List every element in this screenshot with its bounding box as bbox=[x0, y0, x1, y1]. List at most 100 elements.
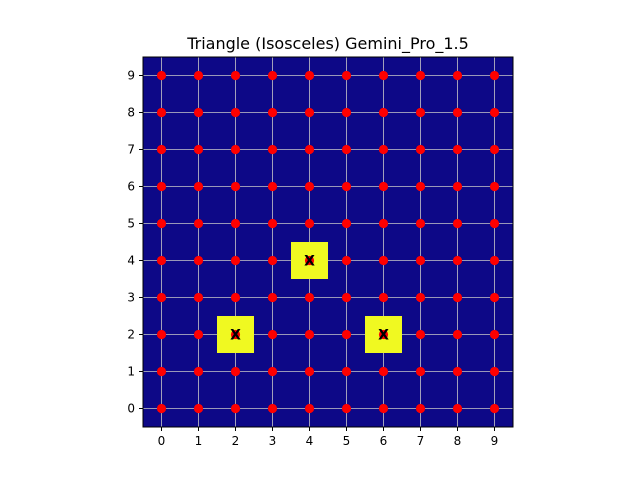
grid-point-7-8 bbox=[415, 107, 426, 118]
grid-point-7-4 bbox=[415, 255, 426, 266]
y-tick-label-1: 1 bbox=[127, 365, 135, 379]
grid-point-5-5 bbox=[341, 218, 352, 229]
grid-point-8-3 bbox=[452, 292, 463, 303]
grid-point-9-9 bbox=[489, 70, 500, 81]
grid-point-5-7 bbox=[341, 144, 352, 155]
y-tick-label-4: 4 bbox=[127, 254, 135, 268]
grid-point-7-3 bbox=[415, 292, 426, 303]
grid-point-7-1 bbox=[415, 366, 426, 377]
grid-point-3-6 bbox=[267, 181, 278, 192]
grid-point-1-9 bbox=[193, 70, 204, 81]
grid-point-2-9 bbox=[230, 70, 241, 81]
y-tick-label-6: 6 bbox=[127, 180, 135, 194]
x-tick-label-6: 6 bbox=[380, 434, 388, 448]
y-tick-label-7: 7 bbox=[127, 143, 135, 157]
axes-frame bbox=[142, 56, 514, 428]
x-tick-label-1: 1 bbox=[195, 434, 203, 448]
grid-point-7-2 bbox=[415, 329, 426, 340]
grid-point-7-9 bbox=[415, 70, 426, 81]
x-tick-label-5: 5 bbox=[343, 434, 351, 448]
grid-point-2-1 bbox=[230, 366, 241, 377]
grid-point-3-1 bbox=[267, 366, 278, 377]
grid-point-9-0 bbox=[489, 403, 500, 414]
y-tick-label-8: 8 bbox=[127, 106, 135, 120]
grid-point-5-2 bbox=[341, 329, 352, 340]
x-tick-label-3: 3 bbox=[269, 434, 277, 448]
grid-point-6-7 bbox=[378, 144, 389, 155]
x-tick-label-4: 4 bbox=[306, 434, 314, 448]
grid-point-0-3 bbox=[156, 292, 167, 303]
grid-point-3-8 bbox=[267, 107, 278, 118]
grid-point-0-1 bbox=[156, 366, 167, 377]
grid-point-9-8 bbox=[489, 107, 500, 118]
grid-point-5-1 bbox=[341, 366, 352, 377]
grid-point-8-8 bbox=[452, 107, 463, 118]
grid-point-5-8 bbox=[341, 107, 352, 118]
grid-point-1-7 bbox=[193, 144, 204, 155]
grid-point-3-7 bbox=[267, 144, 278, 155]
grid-point-6-2 bbox=[378, 329, 389, 340]
cell-label-6-2: X bbox=[378, 328, 389, 344]
cell-label-4-4: X bbox=[304, 254, 315, 270]
grid-point-8-5 bbox=[452, 218, 463, 229]
grid-point-2-6 bbox=[230, 181, 241, 192]
grid-point-8-7 bbox=[452, 144, 463, 155]
grid-point-9-4 bbox=[489, 255, 500, 266]
grid-point-0-7 bbox=[156, 144, 167, 155]
grid-point-1-0 bbox=[193, 403, 204, 414]
grid-point-5-4 bbox=[341, 255, 352, 266]
cell-labels: X X X bbox=[230, 254, 389, 344]
grid-point-7-6 bbox=[415, 181, 426, 192]
grid-point-4-7 bbox=[304, 144, 315, 155]
axes: 0 1 2 3 4 5 6 7 8 9 0 1 2 3 4 5 6 7 8 9 bbox=[127, 56, 514, 448]
x-tick-label-7: 7 bbox=[417, 434, 425, 448]
grid-point-8-6 bbox=[452, 181, 463, 192]
grid-point-4-5 bbox=[304, 218, 315, 229]
grid-point-7-0 bbox=[415, 403, 426, 414]
grid-point-6-4 bbox=[378, 255, 389, 266]
grid-point-5-3 bbox=[341, 292, 352, 303]
grid-point-1-1 bbox=[193, 366, 204, 377]
grid-point-1-8 bbox=[193, 107, 204, 118]
y-tick-label-3: 3 bbox=[127, 291, 135, 305]
grid-point-1-5 bbox=[193, 218, 204, 229]
cell-label-2-2: X bbox=[230, 328, 241, 344]
grid-point-2-3 bbox=[230, 292, 241, 303]
grid-point-3-3 bbox=[267, 292, 278, 303]
grid-point-4-3 bbox=[304, 292, 315, 303]
grid-point-0-4 bbox=[156, 255, 167, 266]
grid-point-4-6 bbox=[304, 181, 315, 192]
grid-point-0-6 bbox=[156, 181, 167, 192]
grid-point-2-2 bbox=[230, 329, 241, 340]
y-tick-label-5: 5 bbox=[127, 217, 135, 231]
grid-point-6-3 bbox=[378, 292, 389, 303]
grid-point-6-9 bbox=[378, 70, 389, 81]
grid-point-6-1 bbox=[378, 366, 389, 377]
x-tick-label-9: 9 bbox=[491, 434, 499, 448]
grid-point-9-2 bbox=[489, 329, 500, 340]
grid-point-4-9 bbox=[304, 70, 315, 81]
grid-point-2-4 bbox=[230, 255, 241, 266]
grid-point-6-8 bbox=[378, 107, 389, 118]
grid-point-7-7 bbox=[415, 144, 426, 155]
grid-point-4-1 bbox=[304, 366, 315, 377]
grid-point-7-5 bbox=[415, 218, 426, 229]
grid-point-5-6 bbox=[341, 181, 352, 192]
grid-point-8-2 bbox=[452, 329, 463, 340]
grid-point-2-7 bbox=[230, 144, 241, 155]
grid-point-1-3 bbox=[193, 292, 204, 303]
grid-point-3-5 bbox=[267, 218, 278, 229]
grid-point-8-4 bbox=[452, 255, 463, 266]
grid-point-9-7 bbox=[489, 144, 500, 155]
y-tick-label-9: 9 bbox=[127, 69, 135, 83]
grid-point-6-6 bbox=[378, 181, 389, 192]
grid-point-8-9 bbox=[452, 70, 463, 81]
grid-point-3-2 bbox=[267, 329, 278, 340]
grid-point-5-9 bbox=[341, 70, 352, 81]
grid-point-9-5 bbox=[489, 218, 500, 229]
grid-point-1-6 bbox=[193, 181, 204, 192]
grid-point-0-5 bbox=[156, 218, 167, 229]
x-tick-label-2: 2 bbox=[232, 434, 240, 448]
grid-point-3-0 bbox=[267, 403, 278, 414]
grid-point-3-4 bbox=[267, 255, 278, 266]
